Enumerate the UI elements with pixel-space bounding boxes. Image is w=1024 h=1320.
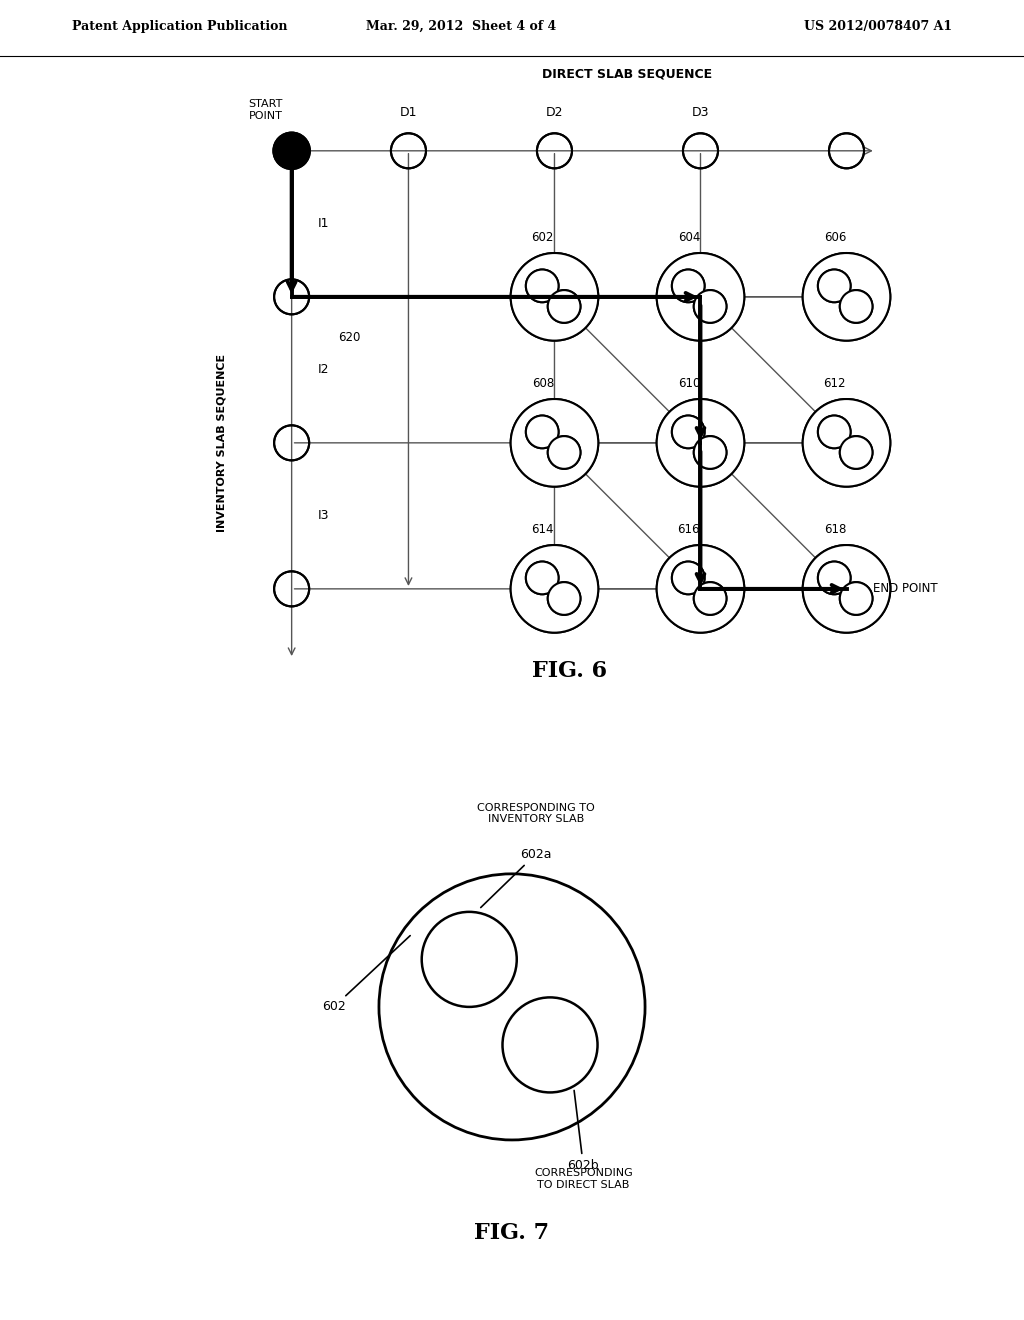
Circle shape — [818, 561, 851, 594]
Text: CORRESPONDING TO
INVENTORY SLAB: CORRESPONDING TO INVENTORY SLAB — [477, 803, 595, 824]
Text: START
POINT: START POINT — [249, 99, 283, 120]
Text: D3: D3 — [692, 106, 710, 119]
Text: 614: 614 — [531, 523, 554, 536]
Text: Patent Application Publication: Patent Application Publication — [72, 20, 287, 33]
Circle shape — [672, 416, 705, 449]
Circle shape — [672, 561, 705, 594]
Circle shape — [548, 436, 581, 469]
Circle shape — [840, 290, 872, 323]
Circle shape — [818, 269, 851, 302]
Text: 604: 604 — [678, 231, 700, 244]
Circle shape — [548, 290, 581, 323]
Circle shape — [526, 269, 558, 302]
Text: 602: 602 — [322, 936, 411, 1014]
Circle shape — [803, 545, 890, 632]
Text: D2: D2 — [546, 106, 563, 119]
Circle shape — [818, 561, 851, 594]
Circle shape — [672, 561, 705, 594]
Text: I2: I2 — [317, 363, 330, 376]
Circle shape — [694, 290, 726, 323]
Text: CORRESPONDING
TO DIRECT SLAB: CORRESPONDING TO DIRECT SLAB — [534, 1168, 633, 1191]
Text: 610: 610 — [678, 378, 700, 391]
Text: 602b: 602b — [567, 1090, 599, 1172]
Circle shape — [803, 253, 890, 341]
Text: INVENTORY SLAB SEQUENCE: INVENTORY SLAB SEQUENCE — [216, 354, 226, 532]
Circle shape — [274, 133, 309, 169]
Text: I1: I1 — [317, 218, 330, 230]
Circle shape — [511, 253, 598, 341]
Circle shape — [803, 399, 890, 487]
Text: 612: 612 — [823, 378, 846, 391]
Circle shape — [694, 290, 726, 323]
Circle shape — [274, 133, 309, 169]
Circle shape — [511, 399, 598, 487]
Circle shape — [803, 545, 890, 632]
Text: 602: 602 — [531, 231, 554, 244]
Text: D1: D1 — [399, 106, 417, 119]
Text: 602a: 602a — [480, 847, 552, 908]
Circle shape — [526, 269, 558, 302]
Text: 606: 606 — [823, 231, 846, 244]
Circle shape — [694, 582, 726, 615]
Circle shape — [840, 436, 872, 469]
Circle shape — [672, 269, 705, 302]
Text: END POINT: END POINT — [872, 582, 937, 595]
Circle shape — [548, 582, 581, 615]
Circle shape — [840, 582, 872, 615]
Circle shape — [511, 253, 598, 341]
Circle shape — [840, 290, 872, 323]
Circle shape — [656, 545, 744, 632]
Circle shape — [526, 561, 558, 594]
Circle shape — [656, 545, 744, 632]
Circle shape — [548, 436, 581, 469]
Circle shape — [840, 436, 872, 469]
Circle shape — [694, 436, 726, 469]
Circle shape — [818, 416, 851, 449]
Circle shape — [818, 416, 851, 449]
Circle shape — [803, 253, 890, 341]
Text: US 2012/0078407 A1: US 2012/0078407 A1 — [804, 20, 952, 33]
Text: FIG. 7: FIG. 7 — [474, 1222, 550, 1245]
Circle shape — [526, 561, 558, 594]
Text: DIRECT SLAB SEQUENCE: DIRECT SLAB SEQUENCE — [543, 67, 713, 81]
Circle shape — [511, 545, 598, 632]
Text: 618: 618 — [823, 523, 846, 536]
Circle shape — [656, 253, 744, 341]
Circle shape — [548, 582, 581, 615]
Circle shape — [672, 416, 705, 449]
Circle shape — [656, 399, 744, 487]
Circle shape — [526, 416, 558, 449]
Circle shape — [526, 416, 558, 449]
Text: FIG. 6: FIG. 6 — [531, 660, 606, 681]
Circle shape — [511, 399, 598, 487]
Circle shape — [672, 269, 705, 302]
Circle shape — [818, 269, 851, 302]
Circle shape — [840, 582, 872, 615]
Text: 620: 620 — [338, 331, 360, 345]
Circle shape — [694, 436, 726, 469]
Text: 616: 616 — [678, 523, 700, 536]
Text: Mar. 29, 2012  Sheet 4 of 4: Mar. 29, 2012 Sheet 4 of 4 — [366, 20, 556, 33]
Circle shape — [656, 399, 744, 487]
Circle shape — [656, 253, 744, 341]
Circle shape — [548, 290, 581, 323]
Circle shape — [694, 582, 726, 615]
Text: I3: I3 — [317, 510, 330, 523]
Text: 608: 608 — [531, 378, 554, 391]
Circle shape — [511, 545, 598, 632]
Circle shape — [803, 399, 890, 487]
